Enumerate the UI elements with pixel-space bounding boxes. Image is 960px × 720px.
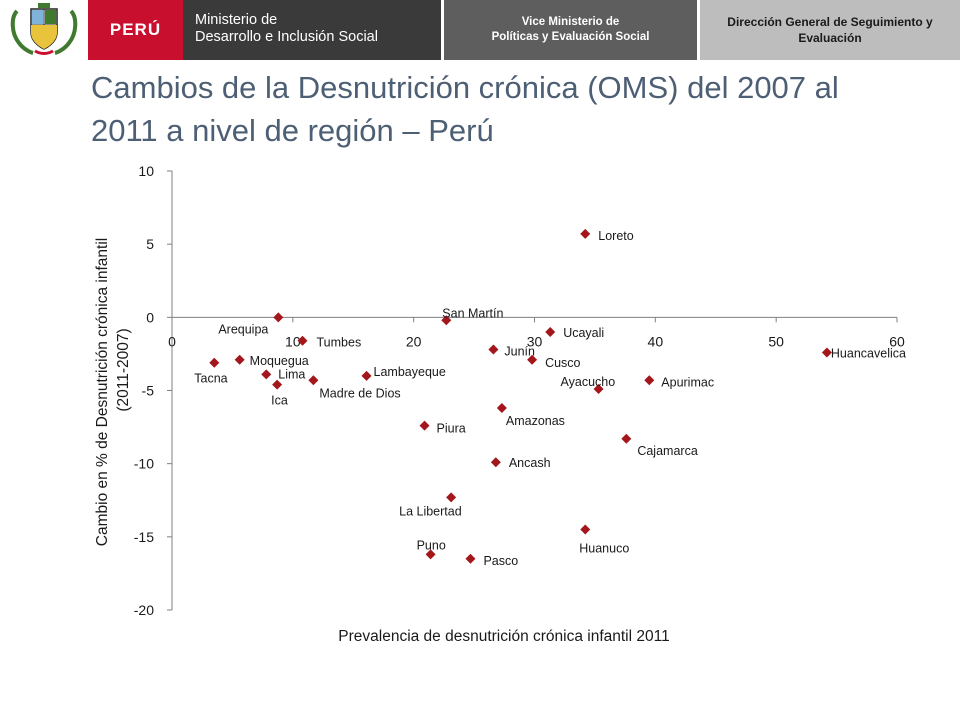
x-axis-title: Prevalencia de desnutrición crónica infa…: [338, 628, 669, 645]
data-point-label: Cajamarca: [637, 444, 697, 458]
data-point-marker: [527, 354, 538, 365]
data-point-label: Moquegua: [250, 354, 309, 368]
x-tick-label: 10: [285, 333, 301, 349]
data-point-label: Amazonas: [506, 414, 565, 428]
data-point-marker: [273, 312, 284, 323]
ministry-name: Ministerio de Desarrollo e Inclusión Soc…: [183, 0, 441, 60]
data-point-label: La Libertad: [399, 504, 462, 518]
data-point-label: Ayacucho: [561, 375, 616, 389]
data-point-marker: [593, 384, 604, 395]
data-point-marker: [545, 326, 556, 337]
x-tick-label: 0: [168, 333, 176, 349]
header-divider: [441, 0, 444, 60]
slide-title: Cambios de la Desnutrición crónica (OMS)…: [91, 66, 931, 152]
direction-line2: Evaluación: [798, 31, 862, 45]
data-point-label: Ancash: [509, 456, 551, 470]
data-point-label: San Martín: [442, 306, 503, 320]
x-tick-label: 20: [406, 333, 422, 349]
data-point-label: Huancavelica: [831, 346, 906, 360]
peru-shield-icon: [10, 3, 78, 55]
data-point-label: Apurimac: [661, 375, 714, 389]
data-point-label: Cusco: [545, 356, 580, 370]
data-point-label: Arequipa: [218, 322, 268, 336]
y-tick-label: 5: [146, 236, 154, 252]
data-point-marker: [425, 549, 436, 560]
vice-ministry-line2: Políticas y Evaluación Social: [491, 31, 650, 43]
data-point-label: Junín: [504, 345, 535, 359]
data-point-marker: [441, 315, 452, 326]
vice-ministry-line1: Vice Ministerio de: [521, 16, 620, 28]
data-point-marker: [580, 524, 591, 535]
y-tick-label: -15: [134, 529, 154, 545]
data-point-label: Ucayali: [563, 326, 604, 340]
data-point-marker: [234, 354, 245, 365]
y-axis-title-line2: (2011-2007): [115, 328, 132, 411]
x-tick-label: 30: [527, 333, 543, 349]
y-tick-label: 10: [138, 163, 154, 179]
vice-ministry-name: Vice Ministerio de Políticas y Evaluació…: [444, 0, 697, 60]
y-tick-label: -10: [134, 456, 154, 472]
slide-title-line2: 2011 a nivel de región – Perú: [91, 113, 494, 148]
data-point-marker: [465, 553, 476, 564]
ministry-name-line1: Ministerio de: [195, 12, 278, 28]
data-point-label: Pasco: [483, 554, 518, 568]
data-point-marker: [446, 492, 457, 503]
header-bar: PERÚ Ministerio de Desarrollo e Inclusió…: [0, 0, 960, 60]
data-point-marker: [272, 379, 283, 390]
data-point-label: Tacna: [194, 372, 227, 386]
data-point-marker: [821, 347, 832, 358]
data-point-marker: [621, 433, 632, 444]
data-point-marker: [496, 403, 507, 414]
data-point-marker: [209, 357, 220, 368]
y-tick-label: 0: [146, 309, 154, 325]
data-point-marker: [490, 457, 501, 468]
data-point-marker: [308, 375, 319, 386]
coat-of-arms-logo: [0, 0, 88, 60]
data-point-label: Ica: [271, 394, 288, 408]
direction-name: Dirección General de Seguimiento y Evalu…: [700, 0, 960, 60]
data-point-label: Piura: [437, 422, 466, 436]
data-point-label: Tumbes: [317, 336, 362, 350]
peru-label: PERÚ: [88, 0, 183, 60]
x-tick-label: 50: [768, 333, 784, 349]
data-point-label: Lambayeque: [374, 365, 446, 379]
y-tick-label: -20: [134, 602, 154, 618]
data-point-label: Loreto: [598, 229, 633, 243]
data-point-marker: [261, 369, 272, 380]
y-axis-title-line1: Cambio en % de Desnutrición crónica infa…: [94, 238, 111, 546]
x-tick-label: 40: [648, 333, 664, 349]
y-tick-label: -5: [142, 383, 155, 399]
data-point-marker: [644, 375, 655, 386]
x-tick-label: 60: [889, 333, 905, 349]
direction-line1: Dirección General de Seguimiento y: [727, 15, 933, 29]
ministry-name-line2: Desarrollo e Inclusión Social: [195, 29, 378, 45]
data-point-marker: [488, 344, 499, 355]
data-point-marker: [361, 370, 372, 381]
data-point-marker: [297, 335, 308, 346]
data-point-label: Madre de Dios: [319, 386, 400, 400]
slide-title-line1: Cambios de la Desnutrición crónica (OMS)…: [91, 70, 839, 105]
data-point-label: Huanuco: [579, 542, 629, 556]
data-point-marker: [580, 228, 591, 239]
data-point-label: Puno: [417, 538, 446, 552]
data-point-label: Lima: [278, 367, 305, 381]
data-point-marker: [419, 420, 430, 431]
